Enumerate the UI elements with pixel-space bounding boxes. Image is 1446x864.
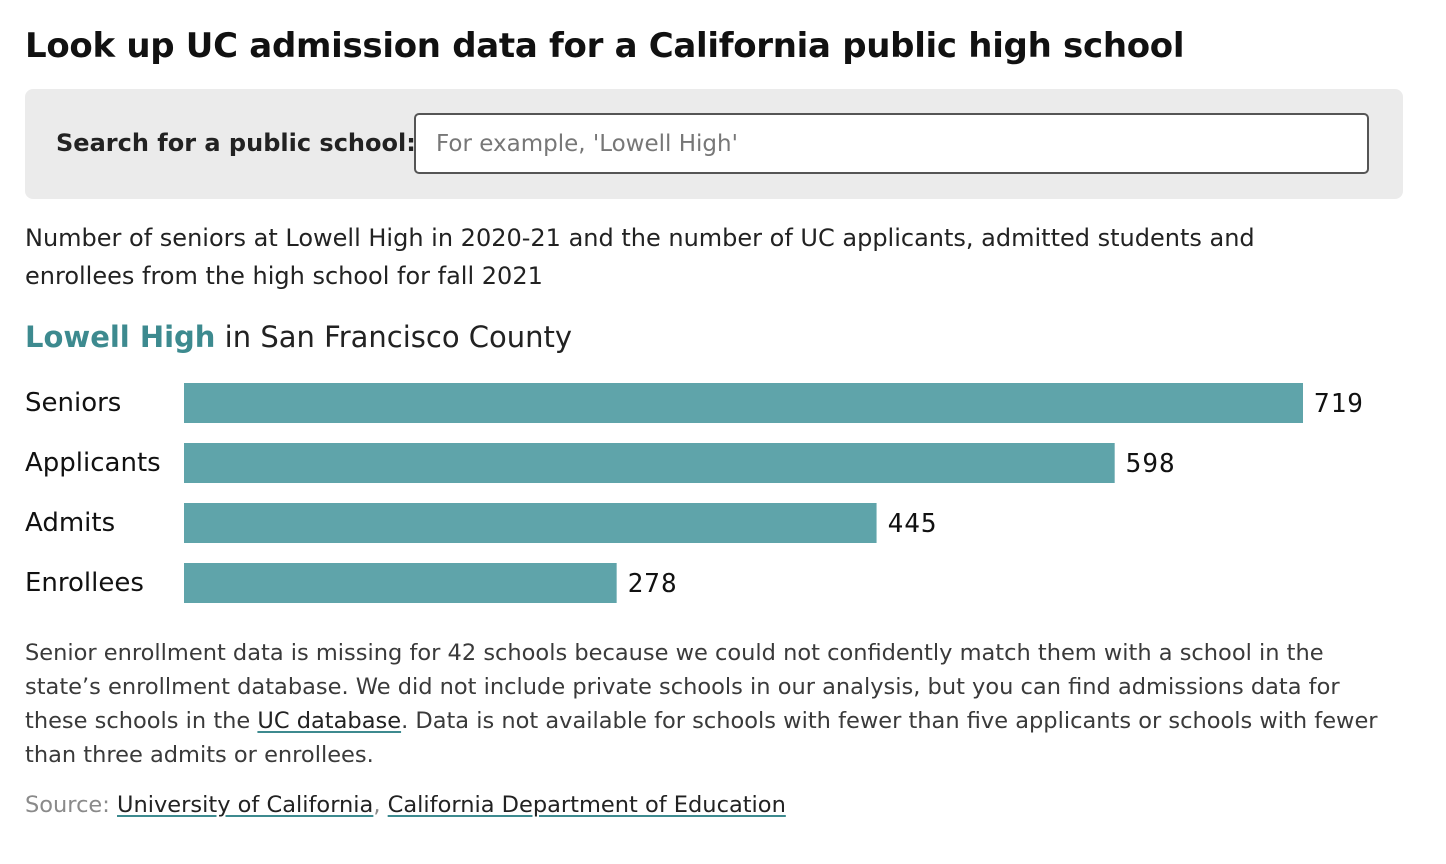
school-name: Lowell High (25, 320, 216, 354)
uc-database-link[interactable]: UC database (257, 708, 402, 734)
category-label: Seniors (25, 388, 121, 418)
bar (184, 383, 1303, 423)
bar (184, 563, 617, 603)
bar (184, 443, 1115, 483)
category-label: Applicants (25, 448, 161, 478)
school-heading: Lowell High in San Francisco County (25, 320, 572, 354)
source-separator: , (373, 792, 388, 818)
category-label: Admits (25, 508, 115, 538)
bar (184, 503, 877, 543)
source-prefix: Source: (25, 792, 118, 818)
bar-chart-svg: Seniors 719 Applicants 598 Admits 445 Enrollee… (25, 383, 1364, 603)
source-link-cde[interactable]: California Department of Education (387, 792, 786, 818)
value-label: 278 (628, 569, 678, 599)
page-title: Look up UC admission data for a Californ… (25, 26, 1185, 66)
search-input[interactable] (414, 113, 1369, 174)
category-label: Enrollees (25, 568, 144, 598)
data-note: Senior enrollment data is missing for 42… (25, 636, 1403, 772)
school-county: in San Francisco County (215, 320, 573, 354)
search-label: Search for a public school: (56, 129, 416, 157)
note-text-after: . Data is not available for schools with… (25, 708, 1378, 768)
search-panel: Search for a public school: (25, 89, 1403, 199)
source-line: Source: University of California, Califo… (25, 788, 786, 822)
value-label: 598 (1126, 449, 1176, 479)
value-label: 445 (888, 509, 938, 539)
note-text-before: Senior enrollment data is missing for 42… (25, 640, 1340, 734)
source-link-uc[interactable]: University of California (117, 792, 374, 818)
chart-description: Number of seniors at Lowell High in 2020… (25, 224, 1255, 290)
bar-chart: Seniors 719 Applicants 598 Admits 445 Enrollee… (25, 382, 1403, 604)
value-label: 719 (1314, 389, 1364, 419)
